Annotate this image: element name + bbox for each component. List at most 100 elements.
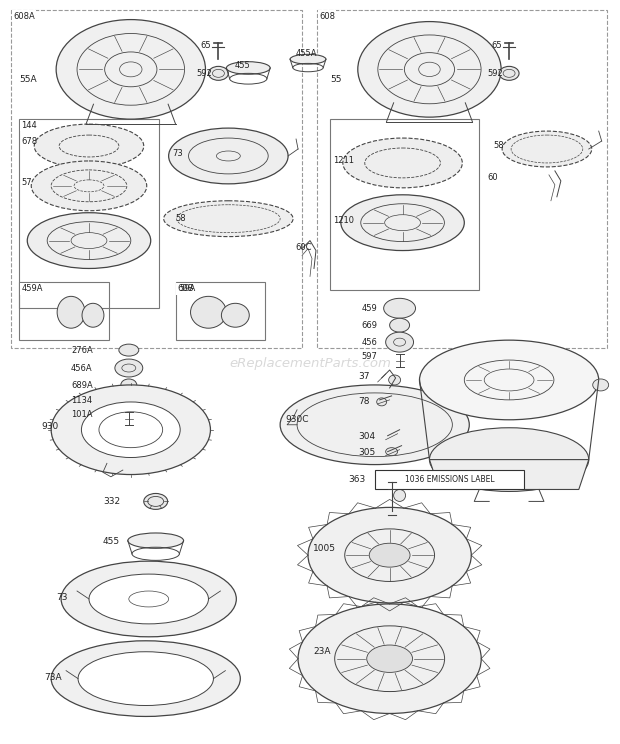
Ellipse shape (386, 448, 397, 455)
Ellipse shape (298, 604, 481, 713)
Bar (317, 10, 606, 348)
Text: 455: 455 (234, 62, 250, 71)
Text: 37: 37 (358, 372, 370, 381)
Text: 73: 73 (56, 593, 68, 602)
Text: 55: 55 (330, 75, 342, 84)
Text: 1005: 1005 (313, 544, 336, 554)
Ellipse shape (164, 201, 293, 237)
Text: 1036 EMISSIONS LABEL: 1036 EMISSIONS LABEL (405, 475, 494, 484)
Text: 304: 304 (358, 432, 375, 440)
Ellipse shape (81, 402, 180, 458)
Ellipse shape (121, 379, 137, 391)
Text: 669: 669 (361, 321, 378, 330)
Ellipse shape (56, 19, 205, 119)
Ellipse shape (386, 332, 414, 352)
Ellipse shape (593, 379, 609, 391)
Text: 678: 678 (21, 137, 37, 146)
Text: 363: 363 (348, 475, 365, 484)
Ellipse shape (341, 195, 464, 251)
Text: 689A: 689A (71, 381, 93, 390)
Ellipse shape (280, 385, 469, 464)
Text: 60B: 60B (177, 284, 194, 293)
Ellipse shape (389, 375, 401, 385)
Text: 78: 78 (358, 397, 370, 406)
Text: 73: 73 (172, 149, 184, 158)
Ellipse shape (290, 54, 326, 64)
Text: 930C: 930C (285, 415, 309, 424)
Text: 57: 57 (21, 178, 32, 187)
Polygon shape (430, 460, 589, 490)
Text: 1211: 1211 (333, 156, 354, 165)
Ellipse shape (144, 493, 167, 510)
Ellipse shape (82, 304, 104, 327)
Ellipse shape (128, 533, 184, 548)
Text: 60: 60 (487, 173, 498, 182)
Text: 608: 608 (319, 12, 335, 21)
Text: 1210: 1210 (333, 216, 354, 225)
Ellipse shape (420, 340, 599, 420)
Ellipse shape (208, 66, 228, 80)
Text: 305: 305 (358, 448, 375, 457)
Ellipse shape (358, 22, 501, 117)
Ellipse shape (308, 507, 471, 603)
Ellipse shape (115, 359, 143, 377)
Text: 459: 459 (361, 304, 378, 313)
Bar (175, 283, 265, 340)
Text: 592: 592 (197, 69, 212, 78)
Text: 65: 65 (200, 42, 211, 51)
Ellipse shape (119, 344, 139, 356)
Ellipse shape (499, 66, 519, 80)
Text: 592: 592 (487, 69, 503, 78)
Ellipse shape (34, 124, 144, 168)
Text: 455: 455 (103, 537, 120, 546)
Text: 456: 456 (361, 339, 378, 347)
Text: 101A: 101A (71, 410, 92, 419)
Ellipse shape (89, 574, 208, 624)
Ellipse shape (226, 62, 270, 74)
Text: 456A: 456A (71, 364, 93, 373)
Ellipse shape (370, 543, 410, 567)
Ellipse shape (57, 296, 85, 328)
Ellipse shape (51, 385, 210, 475)
Bar (330, 119, 479, 290)
Text: 459A: 459A (21, 284, 43, 293)
Ellipse shape (394, 490, 405, 501)
Text: 59A: 59A (180, 284, 196, 293)
Text: 144: 144 (21, 121, 37, 130)
Ellipse shape (502, 131, 591, 167)
Bar (11, 10, 302, 348)
Ellipse shape (392, 473, 407, 490)
Ellipse shape (121, 395, 137, 405)
Bar (19, 283, 109, 340)
Text: 332: 332 (103, 498, 120, 507)
Text: 276A: 276A (71, 346, 93, 355)
Bar (19, 119, 159, 308)
Ellipse shape (78, 652, 213, 705)
Ellipse shape (377, 398, 387, 405)
Ellipse shape (221, 304, 249, 327)
Ellipse shape (190, 296, 226, 328)
Text: 930: 930 (41, 422, 58, 431)
Text: 55A: 55A (19, 75, 37, 84)
Bar (374, 469, 524, 490)
Ellipse shape (430, 428, 589, 492)
Ellipse shape (384, 298, 415, 318)
Text: 58: 58 (175, 214, 186, 222)
Text: 608A: 608A (14, 12, 35, 21)
Ellipse shape (51, 641, 241, 716)
Text: 65: 65 (491, 42, 502, 51)
Ellipse shape (343, 138, 463, 187)
Ellipse shape (389, 318, 410, 332)
Text: 1134: 1134 (71, 396, 92, 405)
Text: 60C: 60C (295, 243, 312, 251)
Ellipse shape (367, 645, 412, 673)
Text: 58: 58 (493, 141, 504, 150)
Text: eReplacementParts.com: eReplacementParts.com (229, 356, 391, 370)
Text: 597: 597 (361, 352, 378, 361)
Text: 23A: 23A (313, 647, 330, 655)
Ellipse shape (169, 128, 288, 184)
Text: 455A: 455A (296, 49, 317, 59)
Text: 73A: 73A (44, 673, 62, 682)
Ellipse shape (61, 561, 236, 637)
Ellipse shape (27, 213, 151, 269)
